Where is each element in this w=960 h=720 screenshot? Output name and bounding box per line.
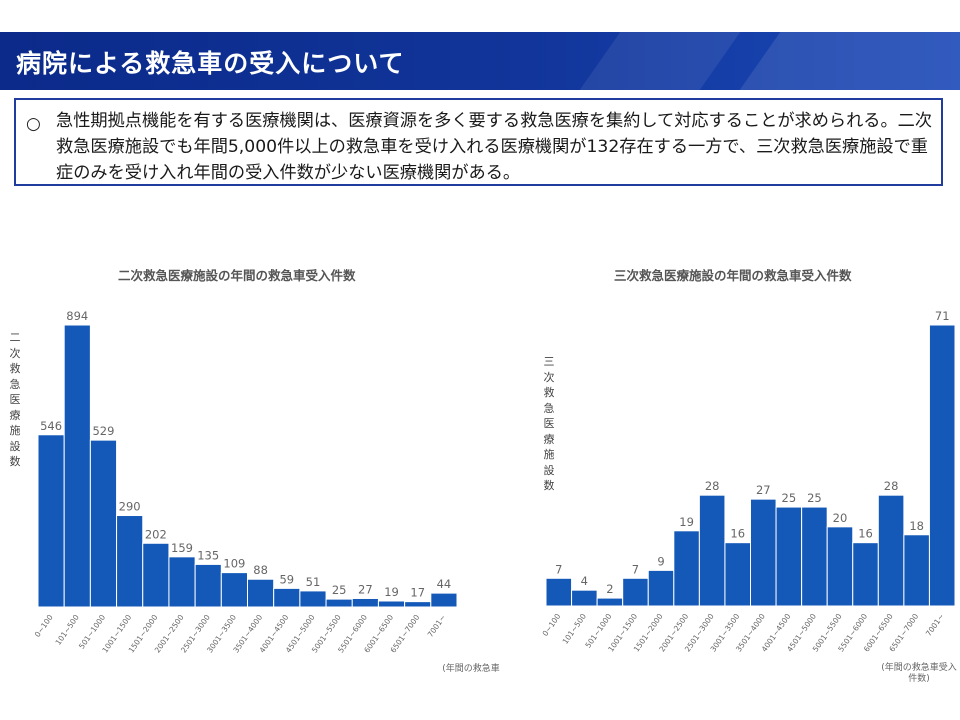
data-label-tertiary: 27 — [756, 483, 771, 497]
bar-tertiary — [801, 506, 828, 607]
data-label-secondary: 290 — [119, 500, 141, 514]
x-axis-label-tertiary: (年間の救急車受入件数) — [881, 663, 957, 684]
bar-tertiary — [596, 597, 624, 607]
bar-secondary — [404, 601, 432, 608]
y-axis-label-secondary: 二次救急医療施設数 — [9, 331, 21, 468]
bar-tertiary — [877, 494, 905, 607]
data-label-secondary: 51 — [306, 575, 321, 589]
bar-secondary — [142, 542, 170, 608]
data-label-secondary: 202 — [145, 527, 167, 541]
data-label-secondary: 17 — [410, 586, 425, 600]
x-tick-label-tertiary: 0~100 — [540, 612, 562, 638]
bar-tertiary — [724, 542, 751, 607]
data-label-tertiary: 18 — [909, 519, 924, 533]
bar-tertiary — [750, 498, 777, 607]
data-label-tertiary: 9 — [657, 554, 664, 568]
x-tick-label-secondary: 7001~ — [426, 613, 448, 639]
bullet-mark: ○ — [26, 114, 41, 134]
bar-tertiary — [903, 534, 930, 607]
bar-secondary — [220, 572, 248, 608]
data-label-tertiary: 7 — [555, 562, 562, 576]
bar-secondary — [299, 590, 327, 608]
bar-tertiary — [775, 506, 803, 607]
data-label-secondary: 27 — [358, 582, 373, 596]
bar-secondary — [351, 597, 379, 608]
x-axis-label-secondary: (年間の救急車 — [442, 664, 500, 674]
title-bar: 病院による救急車の受入について — [0, 32, 960, 90]
bar-secondary — [168, 556, 196, 608]
bar-secondary — [116, 515, 144, 608]
x-tick-label-secondary: 101~500 — [54, 613, 82, 647]
bar-secondary — [63, 324, 91, 608]
y-axis-label-tertiary: 三次救急医療施設数 — [543, 355, 555, 492]
bar-tertiary — [698, 494, 726, 607]
data-label-tertiary: 7 — [632, 562, 639, 576]
data-label-tertiary: 25 — [782, 491, 797, 505]
data-label-secondary: 88 — [253, 563, 268, 577]
x-tick-label-tertiary: 101~500 — [561, 612, 589, 646]
data-label-tertiary: 25 — [807, 491, 822, 505]
bar-tertiary — [647, 569, 675, 607]
data-label-secondary: 135 — [197, 548, 219, 562]
data-label-secondary: 44 — [437, 577, 452, 591]
summary-text: 急性期拠点機能を有する医療機関は、医療資源を多く要する救急医療を集約して対応する… — [56, 111, 933, 183]
x-tick-label-secondary: 0~100 — [33, 613, 55, 639]
bar-tertiary — [826, 526, 854, 607]
data-label-tertiary: 2 — [606, 582, 613, 596]
data-label-tertiary: 28 — [884, 479, 899, 493]
data-label-secondary: 894 — [66, 309, 88, 323]
data-label-secondary: 19 — [384, 585, 399, 599]
bar-secondary — [89, 439, 118, 608]
bar-tertiary — [673, 530, 700, 607]
chart-title-tertiary: 三次救急医療施設の年間の救急車受入件数 — [614, 268, 852, 283]
data-label-tertiary: 71 — [935, 309, 950, 323]
data-label-secondary: 25 — [332, 583, 347, 597]
x-tick-label-tertiary: 7001~ — [924, 612, 946, 638]
data-label-tertiary: 28 — [705, 479, 720, 493]
bar-secondary — [273, 587, 301, 608]
bar-secondary — [194, 563, 222, 608]
data-label-tertiary: 4 — [581, 574, 588, 588]
bar-secondary — [377, 600, 406, 608]
bar-secondary — [325, 598, 353, 608]
bar-tertiary — [928, 324, 956, 607]
data-label-secondary: 529 — [92, 424, 114, 438]
data-label-tertiary: 20 — [833, 511, 848, 525]
bar-secondary — [247, 578, 275, 608]
bar-tertiary — [545, 577, 573, 607]
data-label-secondary: 546 — [40, 419, 62, 433]
data-label-secondary: 59 — [279, 572, 294, 586]
data-label-tertiary: 16 — [858, 527, 873, 541]
bar-tertiary — [852, 542, 879, 607]
data-label-tertiary: 19 — [679, 515, 694, 529]
page-title: 病院による救急車の受入について — [16, 49, 405, 78]
summary-box: ○ 急性期拠点機能を有する医療機関は、医療資源を多く要する救急医療を集約して対応… — [14, 98, 943, 186]
bar-tertiary — [622, 577, 649, 607]
data-label-secondary: 159 — [171, 541, 193, 555]
bar-tertiary — [571, 589, 598, 607]
data-label-tertiary: 16 — [730, 527, 745, 541]
chart-title-secondary: 二次救急医療施設の年間の救急車受入件数 — [118, 268, 356, 283]
bar-secondary — [37, 434, 65, 608]
data-label-secondary: 109 — [223, 557, 245, 571]
bar-secondary — [430, 592, 458, 608]
